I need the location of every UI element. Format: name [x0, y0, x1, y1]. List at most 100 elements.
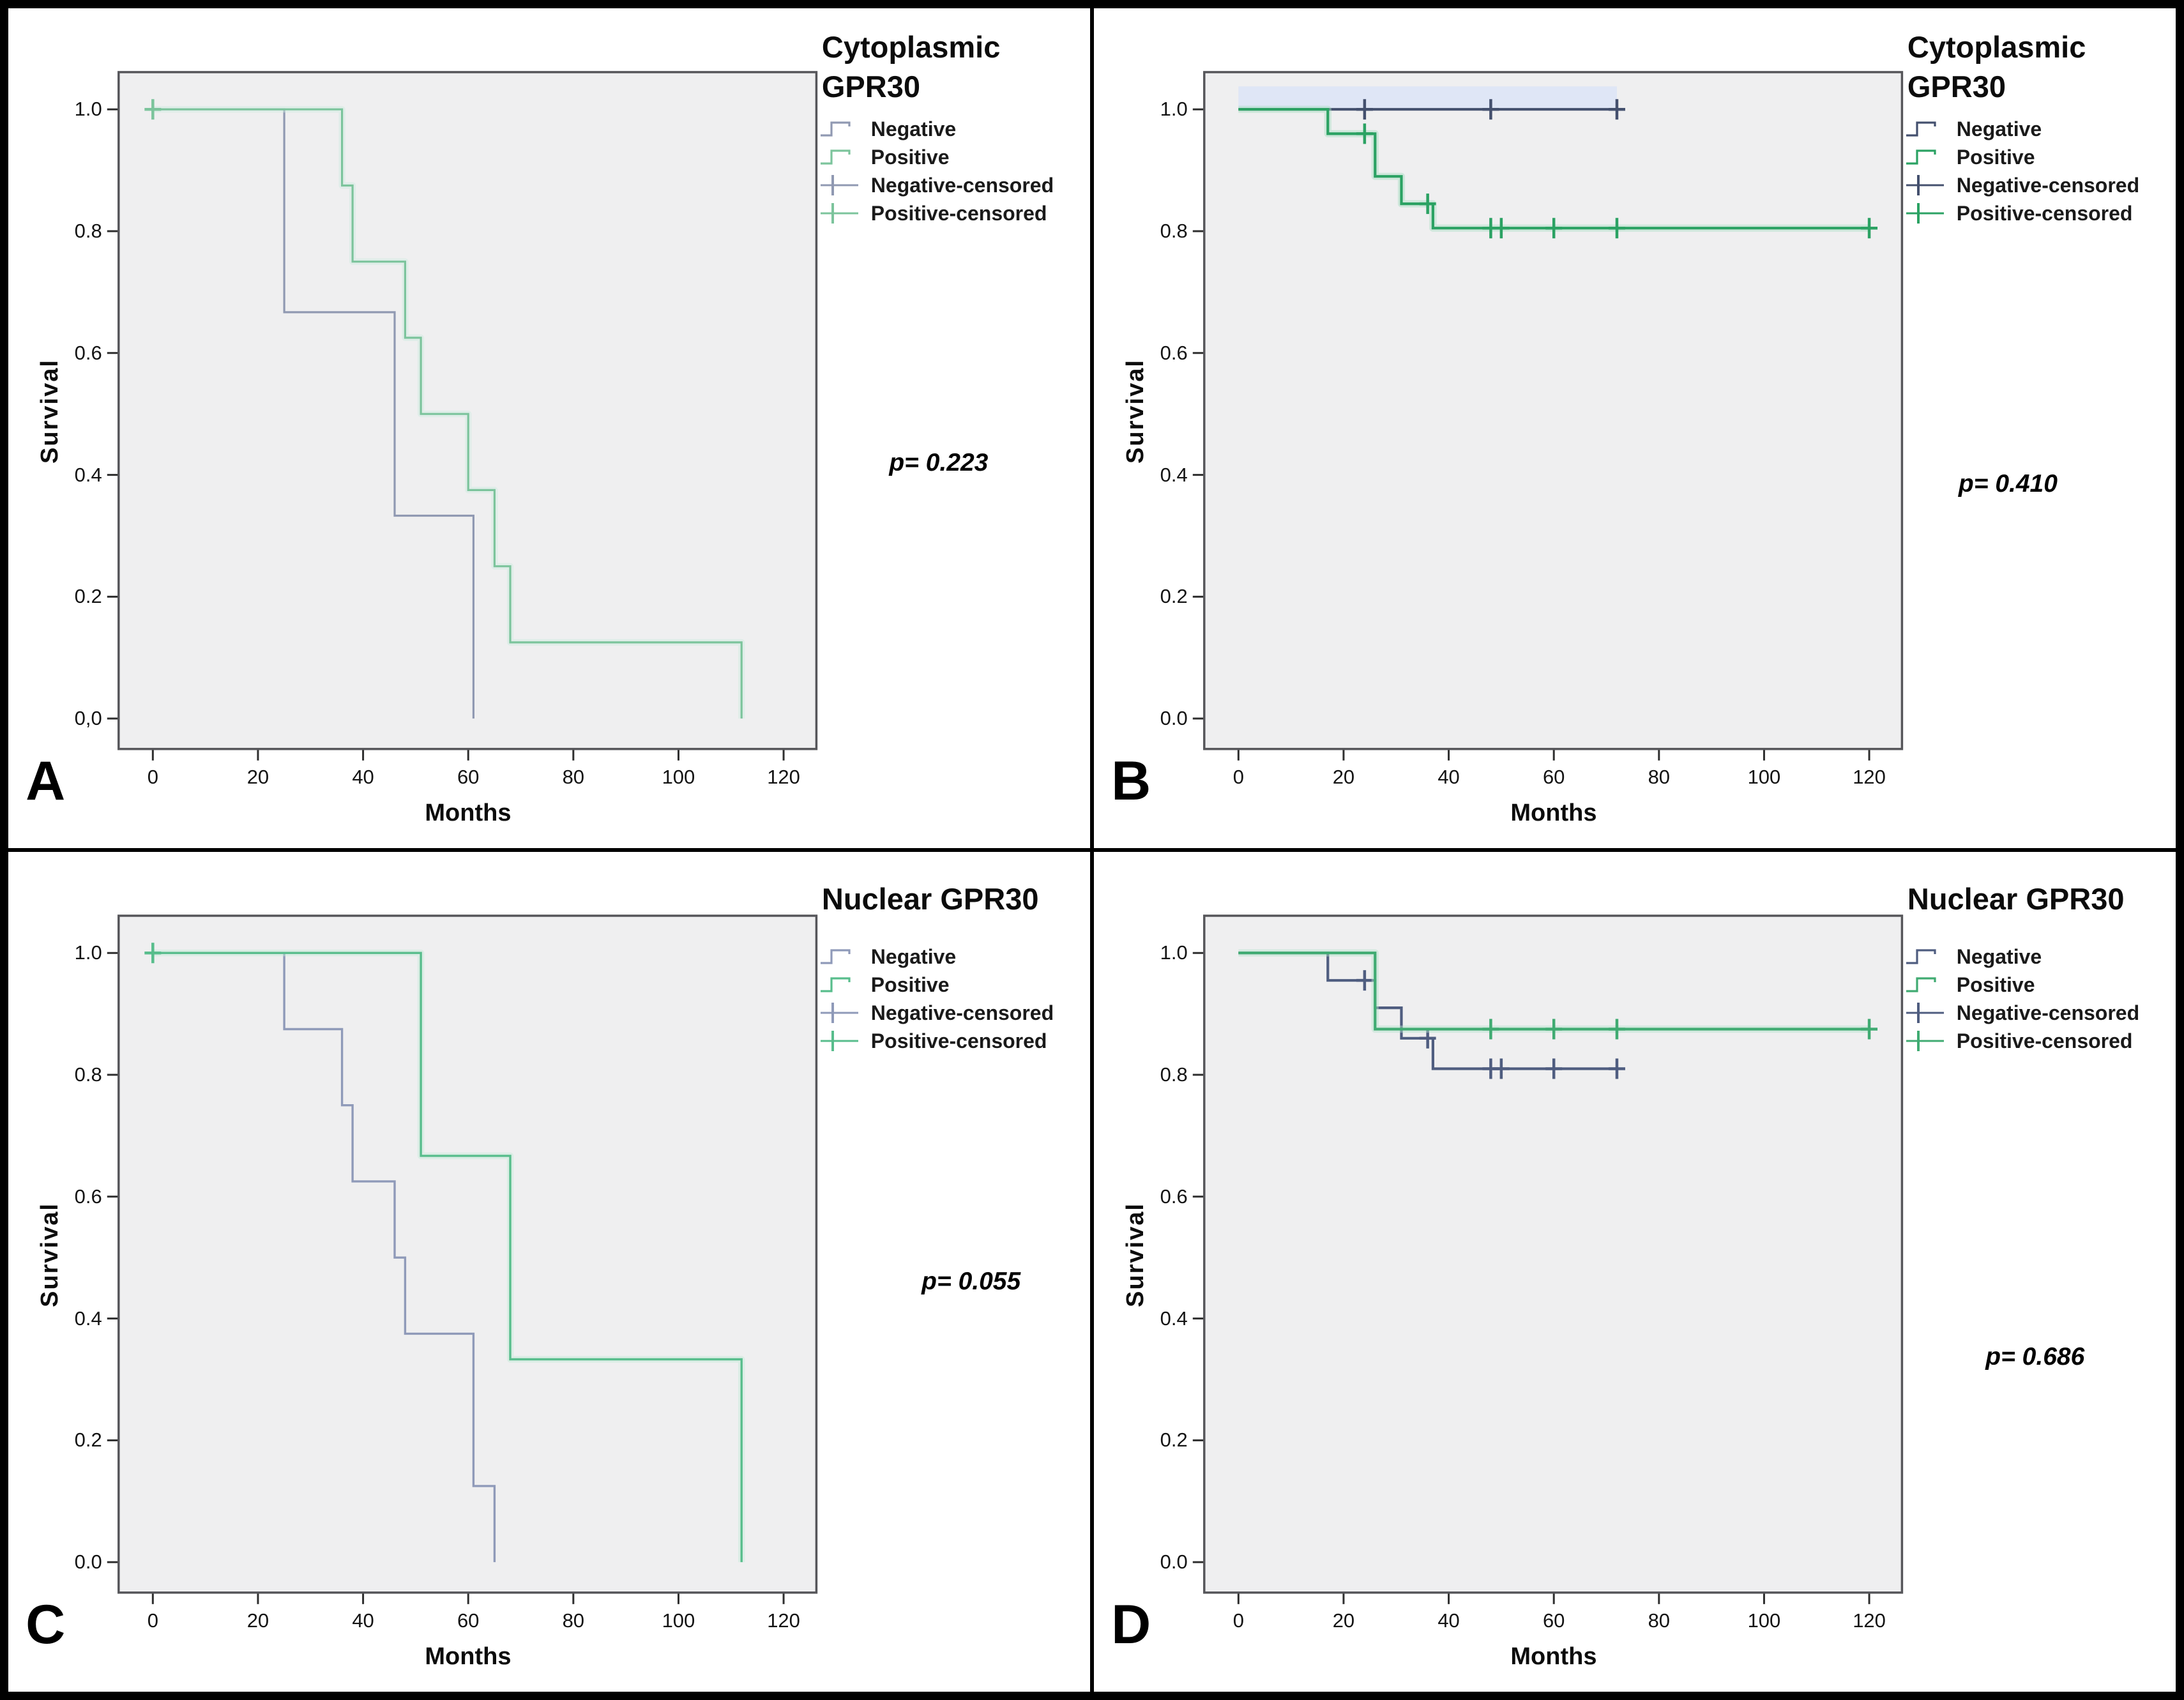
chart-title-line: Nuclear GPR30 — [1907, 882, 2125, 916]
chart-title-line: Cytoplasmic — [821, 30, 1001, 65]
step-line-icon — [1906, 949, 1936, 964]
legend-item: Positive — [819, 143, 1054, 171]
y-tick-label: 0.2 — [1160, 1429, 1188, 1452]
x-tick-label: 120 — [1853, 765, 1886, 788]
legend-item: Negative — [819, 115, 1054, 143]
step-line-icon — [1906, 149, 1936, 165]
y-tick-label: 0.4 — [74, 463, 102, 486]
chart-title: Cytoplasmic GPR30 — [1907, 27, 2086, 107]
step-line-icon — [820, 121, 851, 137]
censor-plus-icon — [820, 1031, 858, 1052]
chart-title: Cytoplasmic GPR30 — [822, 27, 1000, 107]
y-tick-label: 0,0 — [74, 707, 102, 730]
x-tick-label: 100 — [662, 1609, 695, 1632]
y-tick-label: 0.2 — [1160, 585, 1188, 608]
x-tick-label: 80 — [562, 765, 585, 788]
chart-title: Nuclear GPR30 — [822, 879, 1039, 919]
y-tick-label: 0.4 — [1160, 1307, 1188, 1330]
y-tick-label: 0.6 — [1160, 1185, 1188, 1208]
panel-A: 0 20 40 60 80 100 120 1.0 0.8 0.6 0.4 0.2 0,0 Surviv… — [8, 8, 1090, 848]
x-tick-label: 60 — [457, 765, 480, 788]
x-axis-title: Months — [1510, 799, 1597, 826]
censor-plus-icon — [1906, 175, 1944, 195]
p-value-annotation: p= 0.686 — [1985, 1343, 2085, 1371]
chart-title-line: Nuclear GPR30 — [821, 882, 1039, 916]
x-tick-label: 20 — [1332, 765, 1355, 788]
km-chart-B — [1192, 71, 1904, 761]
x-tick-label: 100 — [1747, 765, 1781, 788]
panel-letter: B — [1111, 750, 1151, 812]
km-plot-area-B: 0 20 40 60 80 100 120 1.0 0.8 0.6 0.4 0.2 0.0 — [1094, 8, 2176, 848]
legend: Negative Positive Negative-censored Positiv… — [1904, 115, 2139, 227]
x-tick-label: 100 — [662, 765, 695, 788]
legend-item: Negative — [1904, 943, 2139, 971]
chart-title-line: GPR30 — [1907, 70, 2006, 104]
y-axis-title: Survival — [36, 1203, 63, 1308]
y-tick-label: 0.4 — [1160, 463, 1188, 486]
legend-label: Positive-censored — [870, 1029, 1047, 1052]
chart-title: Nuclear GPR30 — [1907, 879, 2125, 919]
legend-item: Positive-censored — [819, 1027, 1054, 1055]
legend-label: Negative-censored — [870, 1001, 1054, 1024]
km-plot-area-D: 0 20 40 60 80 100 120 1.0 0.8 0.6 0.4 0.2 0.0 — [1094, 852, 2176, 1692]
y-tick-label: 1.0 — [74, 941, 102, 964]
p-value-annotation: p= 0.055 — [921, 1267, 1021, 1295]
x-tick-label: 100 — [1747, 1609, 1781, 1632]
legend-label: Positive — [1956, 973, 2035, 996]
legend-item: Positive-censored — [1904, 1027, 2139, 1055]
panel-D: 0 20 40 60 80 100 120 1.0 0.8 0.6 0.4 0.2 0.0 Surviv… — [1094, 852, 2176, 1692]
panel-letter: C — [26, 1594, 66, 1656]
y-tick-label: 0.2 — [74, 1429, 102, 1452]
step-line-icon — [1906, 977, 1936, 992]
x-tick-label: 20 — [246, 765, 269, 788]
censor-plus-icon — [820, 203, 858, 224]
legend-item: Negative-censored — [1904, 171, 2139, 199]
x-tick-label: 20 — [246, 1609, 269, 1632]
x-tick-label: 0 — [1232, 765, 1244, 788]
legend-item: Negative-censored — [819, 171, 1054, 199]
legend-item: Positive-censored — [1904, 199, 2139, 227]
km-chart-C — [107, 915, 818, 1604]
x-tick-label: 80 — [1648, 1609, 1671, 1632]
step-line-icon — [1906, 121, 1936, 137]
y-tick-label: 0.2 — [74, 585, 102, 608]
x-tick-label: 40 — [1437, 765, 1460, 788]
x-tick-label: 60 — [457, 1609, 480, 1632]
legend-label: Positive — [870, 973, 950, 996]
x-tick-label: 120 — [767, 1609, 800, 1632]
x-tick-label: 80 — [1648, 765, 1671, 788]
panel-letter: D — [1111, 1594, 1151, 1656]
panel-B: 0 20 40 60 80 100 120 1.0 0.8 0.6 0.4 0.2 0.0 Surviv… — [1094, 8, 2176, 848]
legend-item: Positive-censored — [819, 199, 1054, 227]
y-tick-label: 0.8 — [74, 220, 102, 242]
km-chart-D — [1192, 915, 1904, 1604]
y-tick-label: 0.8 — [1160, 1063, 1188, 1086]
legend-item: Negative — [819, 943, 1054, 971]
legend-label: Negative-censored — [1956, 173, 2140, 197]
y-tick-label: 0.0 — [74, 1551, 102, 1574]
step-line-icon — [820, 977, 851, 992]
legend-label: Positive — [1956, 145, 2035, 169]
step-line-icon — [820, 949, 851, 964]
y-tick-label: 0.8 — [74, 1063, 102, 1086]
legend-label: Positive-censored — [1956, 201, 2133, 225]
legend: Negative Positive Negative-censored Positiv… — [819, 943, 1054, 1055]
legend-item: Negative — [1904, 115, 2139, 143]
y-axis-title: Survival — [36, 359, 63, 464]
km-plot-area-A: 0 20 40 60 80 100 120 1.0 0.8 0.6 0.4 0.2 0,0 — [8, 8, 1090, 848]
chart-title-line: GPR30 — [821, 70, 921, 104]
y-tick-label: 1.0 — [74, 98, 102, 121]
x-tick-label: 40 — [1437, 1609, 1460, 1632]
y-tick-label: 0.0 — [1160, 707, 1188, 730]
y-tick-label: 1.0 — [1160, 98, 1188, 121]
x-tick-label: 80 — [562, 1609, 585, 1632]
legend-item: Negative-censored — [1904, 999, 2139, 1027]
x-tick-label: 40 — [352, 1609, 374, 1632]
x-tick-label: 20 — [1332, 1609, 1355, 1632]
legend-item: Positive — [819, 971, 1054, 999]
y-axis-title: Survival — [1122, 359, 1149, 464]
y-tick-label: 0.6 — [74, 341, 102, 364]
y-tick-label: 0.6 — [1160, 341, 1188, 364]
x-axis-title: Months — [425, 1643, 512, 1670]
